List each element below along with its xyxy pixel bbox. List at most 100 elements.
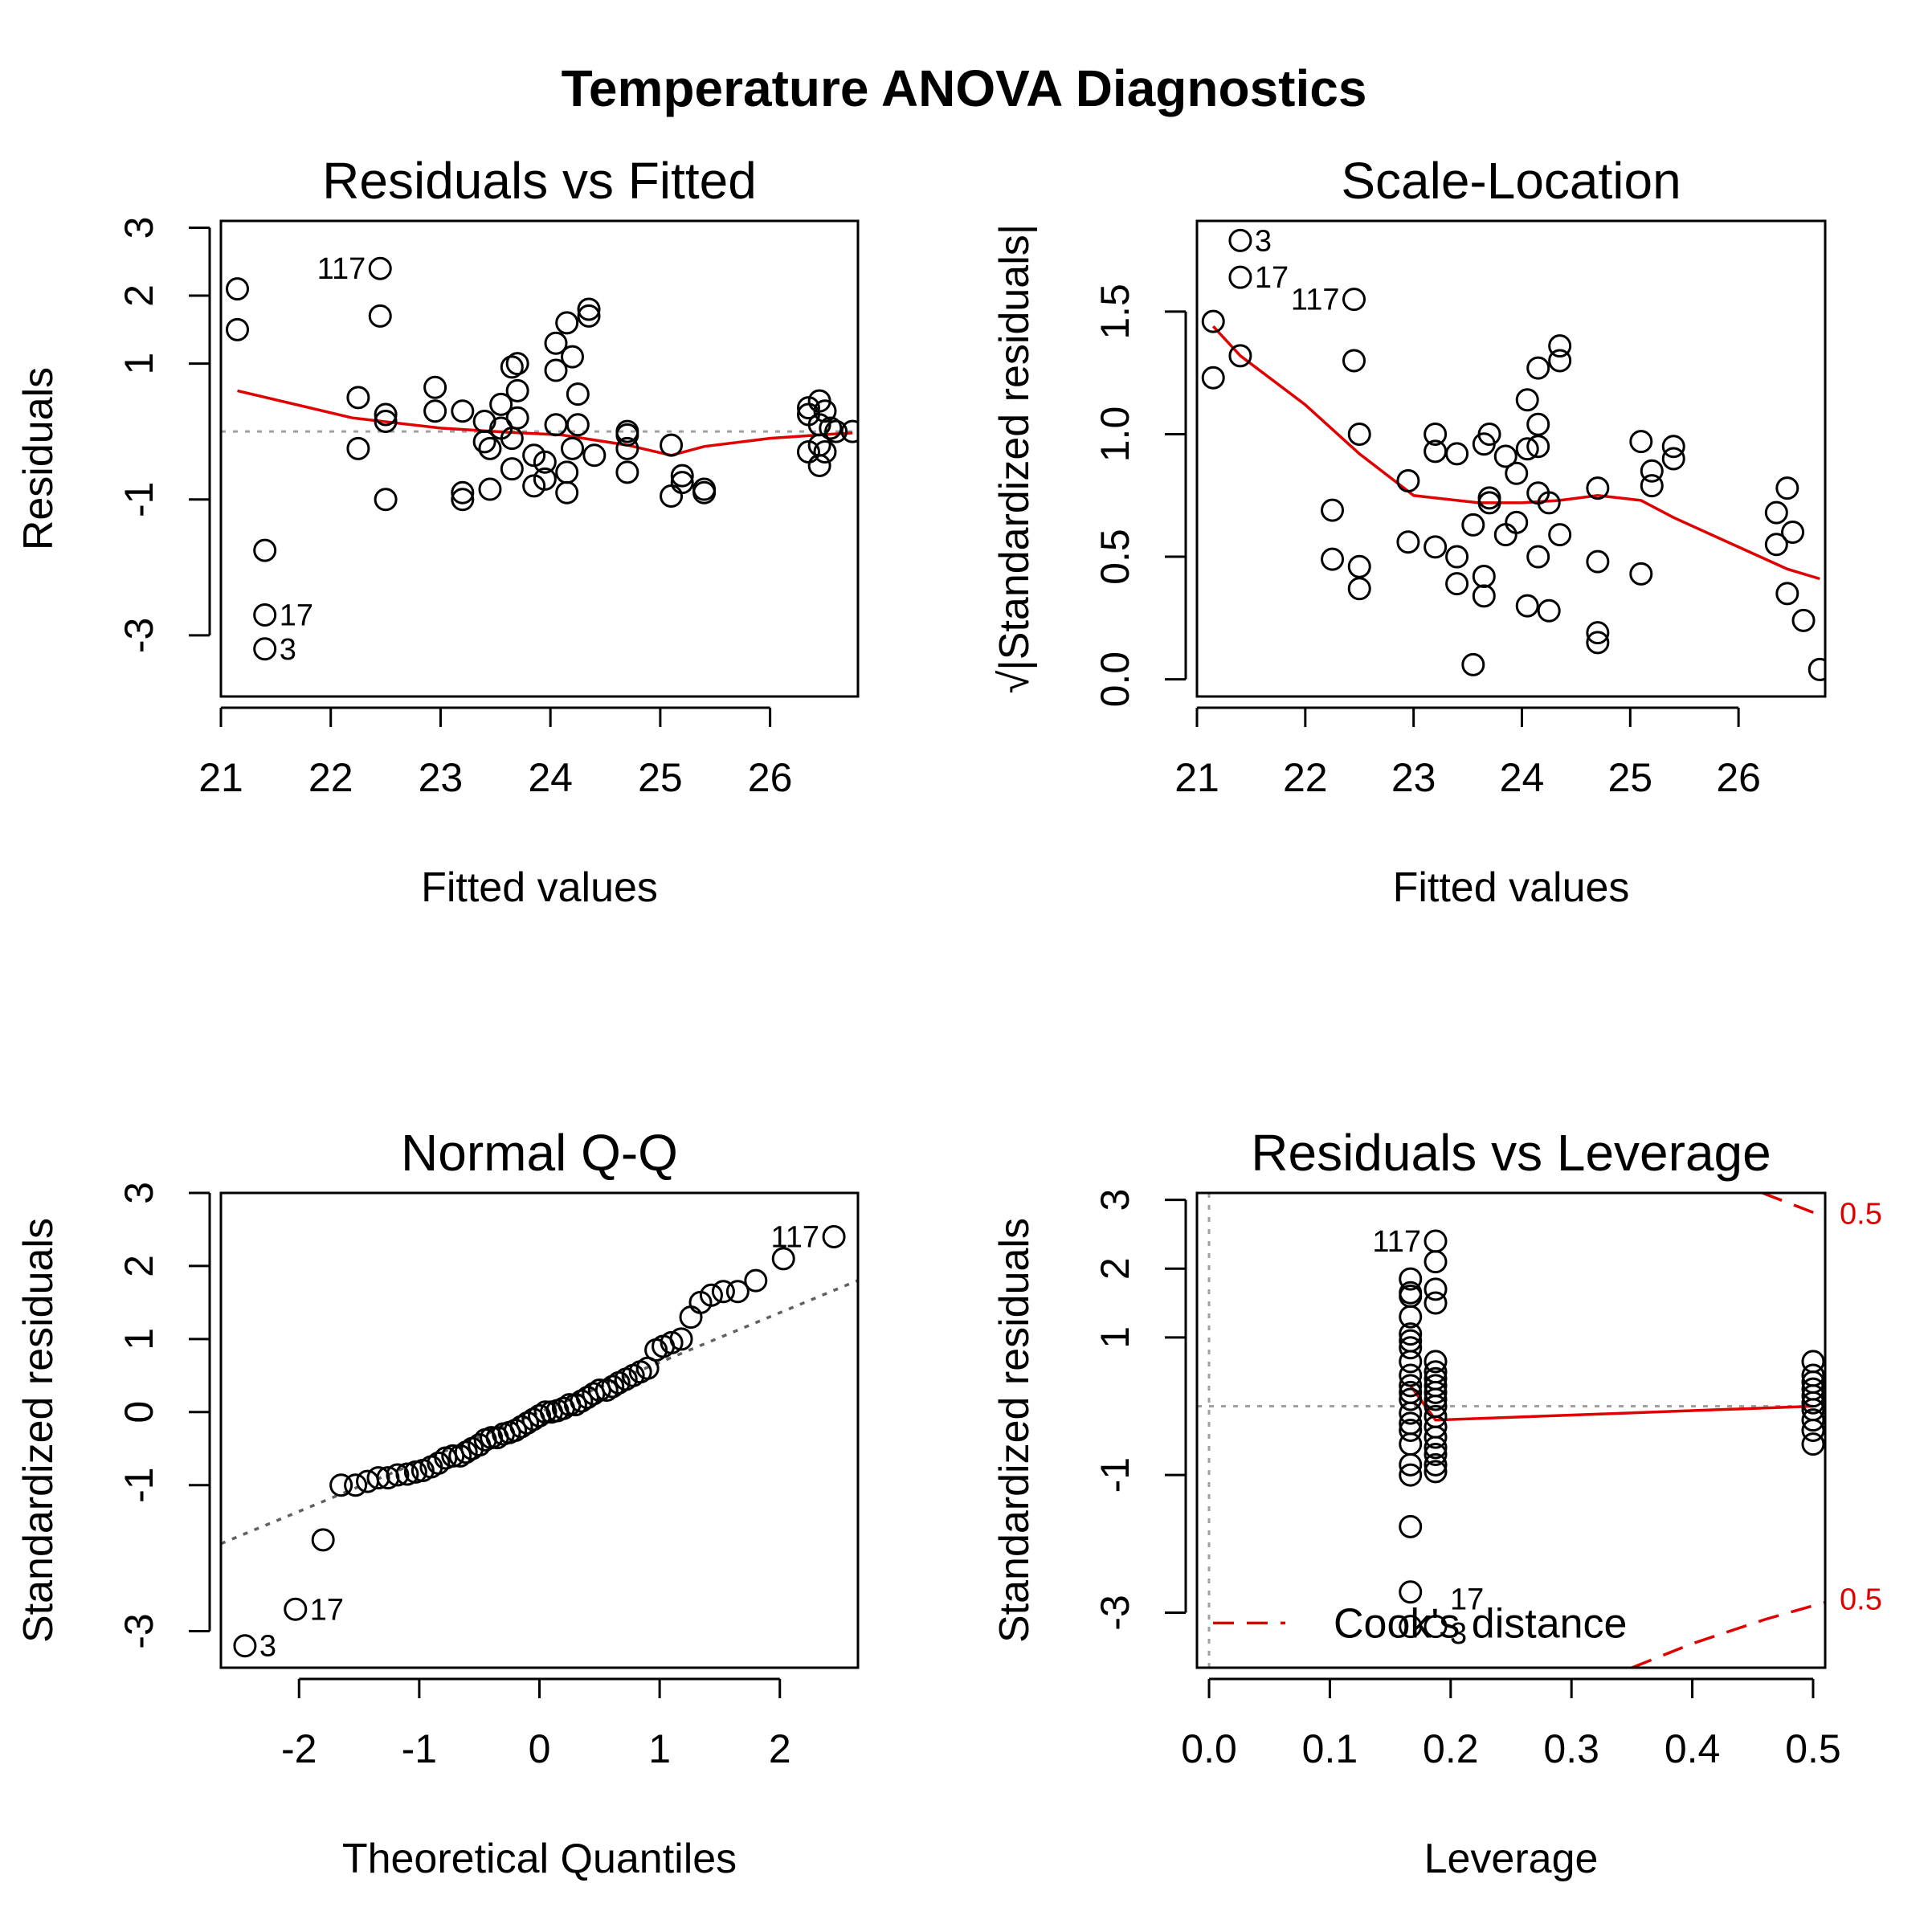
residuals-vs-fitted-point bbox=[807, 453, 831, 477]
normal-qq-point bbox=[822, 1225, 846, 1249]
scale-location-point bbox=[1775, 476, 1799, 500]
residuals-vs-fitted-point bbox=[226, 277, 250, 301]
residuals-vs-leverage-point bbox=[1801, 1384, 1825, 1408]
residuals-vs-fitted-point bbox=[478, 477, 502, 501]
residuals-vs-leverage-point bbox=[1399, 1336, 1423, 1360]
normal-qq-point bbox=[480, 1426, 504, 1450]
scale-location-y-tick-label: 1.5 bbox=[1093, 284, 1138, 340]
normal-qq-point bbox=[454, 1440, 478, 1464]
normal-qq-plot-area bbox=[221, 1225, 858, 1658]
scale-location-point bbox=[1201, 366, 1225, 390]
residuals-vs-leverage-title: Residuals vs Leverage bbox=[1251, 1124, 1771, 1182]
scale-location-panel: Scale-Location Fitted values √|Standardize… bbox=[991, 152, 1827, 911]
residuals-vs-fitted-point bbox=[615, 423, 639, 447]
normal-qq-point bbox=[533, 1400, 558, 1424]
residuals-vs-leverage-point bbox=[1801, 1408, 1825, 1432]
residuals-vs-fitted-point bbox=[660, 484, 684, 509]
residuals-vs-fitted-point bbox=[505, 352, 529, 376]
residuals-vs-leverage-x-tick-label: 0.5 bbox=[1785, 1726, 1841, 1771]
scale-location-x-tick-label: 22 bbox=[1283, 755, 1328, 800]
normal-qq-point bbox=[725, 1280, 750, 1304]
normal-qq-point bbox=[329, 1473, 353, 1497]
residuals-vs-fitted-point bbox=[505, 406, 529, 430]
residuals-vs-leverage-point bbox=[1399, 1452, 1423, 1477]
scale-location-point bbox=[1228, 344, 1252, 368]
normal-qq-point bbox=[594, 1378, 619, 1402]
scale-location-point-label: 17 bbox=[1255, 261, 1289, 295]
normal-qq-point bbox=[516, 1411, 540, 1435]
residuals-vs-fitted-point bbox=[670, 471, 694, 495]
normal-qq-point-label: 117 bbox=[770, 1221, 819, 1255]
residuals-vs-leverage-y-tick-label: 1 bbox=[1093, 1326, 1138, 1349]
residuals-vs-leverage-point bbox=[1424, 1380, 1448, 1404]
normal-qq-point bbox=[427, 1451, 451, 1475]
scale-location-point bbox=[1775, 582, 1799, 606]
residuals-vs-leverage-x-tick-label: 0.2 bbox=[1423, 1726, 1479, 1771]
residuals-vs-fitted-point-label: 3 bbox=[280, 633, 296, 667]
residuals-vs-fitted-point bbox=[544, 358, 568, 382]
scale-location-point bbox=[1347, 554, 1371, 578]
residuals-vs-fitted-title: Residuals vs Fitted bbox=[322, 152, 757, 210]
scale-location-x-tick-label: 25 bbox=[1607, 755, 1652, 800]
normal-qq-point-label: 3 bbox=[259, 1630, 276, 1664]
residuals-vs-leverage-point-label: 117 bbox=[1372, 1225, 1421, 1259]
scale-location-point bbox=[1537, 491, 1561, 515]
normal-qq-point bbox=[660, 1330, 684, 1354]
residuals-vs-fitted-y-tick-label: 3 bbox=[116, 217, 161, 239]
scale-location-point bbox=[1493, 523, 1517, 547]
scale-location-point bbox=[1586, 476, 1610, 500]
normal-qq-title: Normal Q-Q bbox=[401, 1124, 678, 1182]
residuals-vs-leverage-point bbox=[1399, 1350, 1423, 1374]
residuals-vs-leverage-point bbox=[1424, 1387, 1448, 1411]
residuals-vs-fitted-point bbox=[555, 311, 579, 335]
residuals-vs-leverage-point bbox=[1424, 1425, 1448, 1449]
normal-qq-point bbox=[711, 1280, 735, 1304]
residuals-vs-leverage-point bbox=[1399, 1419, 1423, 1442]
residuals-vs-leverage-point bbox=[1399, 1514, 1423, 1538]
residuals-vs-fitted-x-tick-label: 26 bbox=[748, 755, 793, 800]
normal-qq-x-tick-label: -2 bbox=[281, 1726, 317, 1771]
residuals-vs-fitted-point bbox=[374, 409, 398, 433]
residuals-vs-fitted-point bbox=[544, 413, 568, 437]
normal-qq-point-label: 17 bbox=[310, 1593, 344, 1627]
normal-qq-x-tick-label: 2 bbox=[769, 1726, 791, 1771]
residuals-vs-fitted-point bbox=[253, 637, 277, 661]
normal-qq-point bbox=[699, 1283, 723, 1307]
normal-qq-y-tick-label: -1 bbox=[116, 1467, 161, 1502]
normal-qq-y-tick-label: 3 bbox=[116, 1182, 161, 1204]
residuals-vs-leverage-x-tick-label: 0.3 bbox=[1543, 1726, 1599, 1771]
scale-location-point bbox=[1586, 631, 1610, 655]
scale-location-point bbox=[1477, 422, 1501, 446]
residuals-vs-leverage-point bbox=[1399, 1401, 1423, 1425]
residuals-vs-fitted-y-tick-label: -3 bbox=[116, 618, 161, 653]
normal-qq-point bbox=[509, 1415, 533, 1439]
scale-location-point bbox=[1477, 491, 1501, 515]
residuals-vs-leverage-point bbox=[1399, 1267, 1423, 1291]
residuals-vs-leverage-x-tick-label: 0.1 bbox=[1302, 1726, 1358, 1771]
scale-location-point-label: 117 bbox=[1291, 284, 1340, 317]
residuals-vs-leverage-point-label: 17 bbox=[1450, 1583, 1484, 1616]
scale-location-ylabel: √|Standardized residuals| bbox=[991, 224, 1038, 694]
scale-location-title: Scale-Location bbox=[1341, 152, 1681, 210]
normal-qq-point bbox=[284, 1597, 308, 1621]
scale-location-point bbox=[1493, 444, 1517, 468]
residuals-vs-leverage-point bbox=[1424, 1452, 1448, 1477]
residuals-vs-leverage-point bbox=[1399, 1387, 1423, 1411]
residuals-vs-leverage-ylabel: Standardized residuals bbox=[991, 1218, 1038, 1643]
residuals-vs-leverage-point bbox=[1801, 1432, 1825, 1456]
scale-location-point bbox=[1461, 652, 1485, 676]
scale-location-point bbox=[1586, 621, 1610, 645]
normal-qq-y-tick-label: -3 bbox=[116, 1613, 161, 1648]
residuals-vs-fitted-point bbox=[423, 375, 447, 399]
residuals-vs-fitted-x-tick-label: 21 bbox=[198, 755, 243, 800]
scale-location-point bbox=[1445, 545, 1469, 569]
scale-location-point bbox=[1586, 549, 1610, 574]
residuals-vs-fitted-point bbox=[500, 427, 524, 451]
scale-location-point bbox=[1548, 334, 1572, 358]
scale-location-xlabel: Fitted values bbox=[1393, 864, 1630, 911]
residuals-vs-leverage-point bbox=[1424, 1436, 1448, 1460]
residuals-vs-fitted-point bbox=[423, 399, 447, 423]
scale-location-point bbox=[1808, 657, 1825, 681]
residuals-vs-fitted-point bbox=[566, 382, 590, 406]
